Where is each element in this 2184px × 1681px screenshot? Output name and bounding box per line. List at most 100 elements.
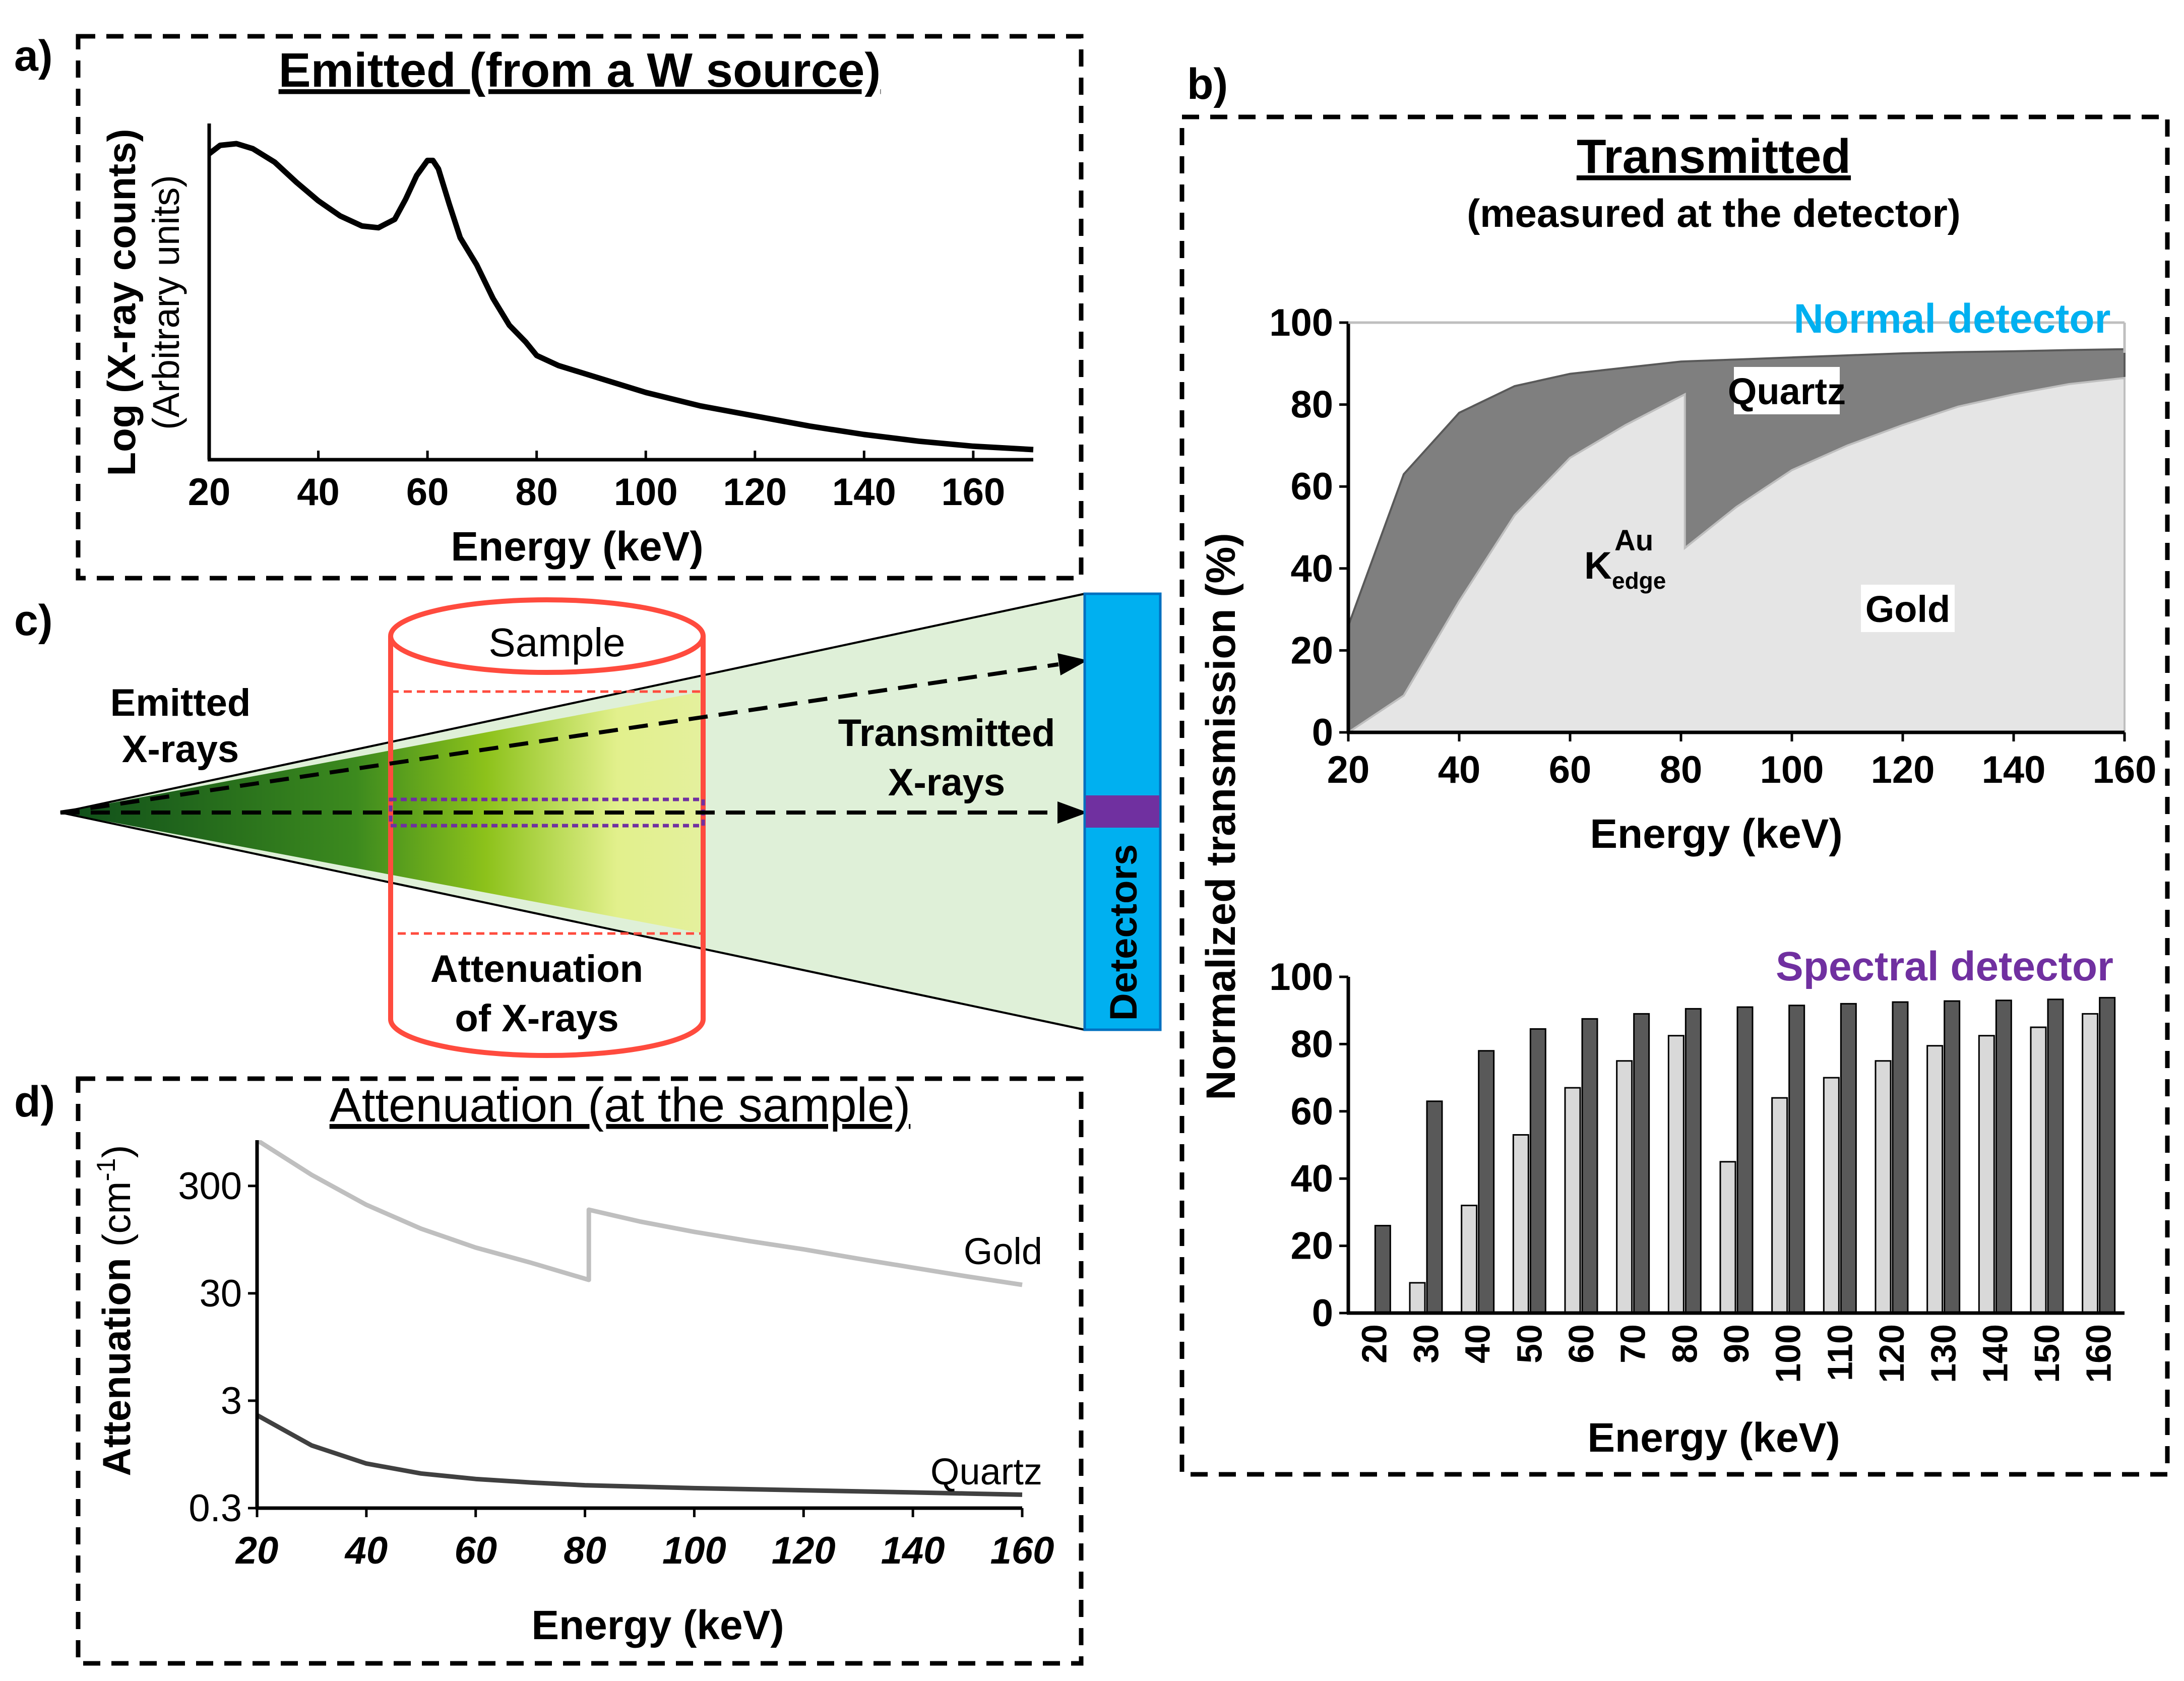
a-x-tick-label-100: 100	[614, 471, 678, 514]
bar-quartz-140	[1995, 1000, 2012, 1314]
bb-x-tick-label-150: 150	[2027, 1324, 2067, 1383]
panel-d-letter: d)	[14, 1078, 55, 1126]
quartz-label: Quartz	[1728, 370, 1846, 412]
bar-quartz-90	[1736, 1006, 1754, 1314]
bb-x-tick-label-140: 140	[1975, 1324, 2015, 1383]
bt-x-tick-label-80: 80	[1660, 749, 1703, 791]
panel-b-bottom-plot	[1374, 997, 2116, 1314]
bar-gold-30	[1409, 1282, 1426, 1314]
attenuation-of-xrays-line1: Attenuation	[430, 948, 643, 990]
d-y-tick-label-3: 3	[221, 1380, 242, 1422]
ray-to-normal-detector	[60, 662, 1059, 815]
sample-label: Sample	[488, 620, 625, 665]
panel-d-ylabel-text: Attenuation (cm-1)	[92, 1145, 139, 1476]
gold-label-top: Gold	[1865, 588, 1951, 630]
bb-y-tick-label-60: 60	[1290, 1090, 1333, 1133]
bar-quartz-60	[1581, 1018, 1598, 1314]
bar-quartz-80	[1684, 1008, 1702, 1314]
panel-a-ylabel-main: Log (X-ray counts)	[99, 129, 144, 476]
bt-x-tick-label-120: 120	[1871, 749, 1935, 791]
panel-d-ylabel-sup: -1	[92, 1158, 121, 1181]
panel-d-xlabel: Energy (keV)	[531, 1602, 784, 1648]
panel-d-ylabel-close: )	[94, 1145, 139, 1158]
d-x-tick-label-60: 60	[454, 1529, 497, 1572]
bar-gold-110	[1823, 1077, 1840, 1314]
beam-edge-bottom	[60, 812, 1085, 1031]
panel-a-letter: a)	[14, 32, 52, 80]
transmitted-xrays-line2: X-rays	[888, 761, 1005, 804]
cylinder-bottom	[388, 1019, 706, 1058]
panel-b-title: Transmitted	[1577, 130, 1851, 183]
bar-gold-80	[1667, 1035, 1684, 1314]
panel-d-gold-label: Gold	[964, 1230, 1042, 1272]
bt-y-tick-label-20: 20	[1290, 629, 1333, 672]
bt-x-tick-label-40: 40	[1438, 749, 1481, 791]
panel-d-ylabel-unit: (cm	[94, 1181, 139, 1247]
ray-arrowhead-lower	[1057, 801, 1088, 824]
bb-x-tick-label-30: 30	[1406, 1324, 1446, 1363]
panel-b-bottom-ticks: 20 30 40 50 60 70 80 90 100 110 120 130 140 150 160 0 20…	[1269, 956, 2118, 1383]
panel-b-bottom-xlabel: Energy (keV)	[1587, 1415, 1840, 1461]
a-x-tick-label-80: 80	[515, 471, 558, 514]
a-x-tick-label-140: 140	[832, 471, 896, 514]
panel-a-xlabel: Energy (keV)	[451, 524, 703, 570]
panel-b-ylabel: Normalized transmission (%)	[1198, 533, 1244, 1100]
panel-b: b) Transmitted (measured at the detector…	[1179, 60, 2170, 1477]
d-x-tick-label-160: 160	[990, 1529, 1054, 1572]
d-x-tick-label-20: 20	[235, 1529, 279, 1572]
d-x-tick-label-100: 100	[662, 1529, 726, 1572]
bt-x-tick-label-60: 60	[1549, 749, 1592, 791]
bb-x-tick-label-50: 50	[1510, 1324, 1549, 1363]
bb-y-tick-label-40: 40	[1290, 1157, 1333, 1200]
bb-y-tick-label-0: 0	[1312, 1292, 1333, 1335]
bb-x-tick-label-160: 160	[2079, 1324, 2118, 1383]
spectral-detector-label: Spectral detector	[1776, 944, 2113, 989]
bar-quartz-30	[1426, 1100, 1443, 1314]
d-x-tick-label-40: 40	[344, 1529, 388, 1572]
bar-quartz-100	[1788, 1005, 1805, 1314]
bt-y-tick-label-60: 60	[1290, 465, 1333, 508]
bar-gold-100	[1771, 1097, 1788, 1314]
panel-c-letter: c)	[14, 596, 52, 645]
panel-b-border	[1179, 114, 2170, 1477]
d-y-tick-label-0.3: 0.3	[189, 1487, 242, 1530]
panel-b-bottom-axes	[1346, 977, 2125, 1315]
bar-quartz-120	[1892, 1001, 1909, 1314]
panel-d-title: Attenuation (at the sample)	[330, 1078, 911, 1132]
panel-d-ticks: 20 40 60 80 100 120 140 160 0.3 3 30 300	[178, 1165, 1054, 1572]
bb-x-tick-label-20: 20	[1354, 1324, 1394, 1363]
quartz-label-bg	[1734, 367, 1840, 414]
bb-x-tick-label-60: 60	[1562, 1324, 1601, 1363]
a-x-tick-label-120: 120	[723, 471, 787, 514]
panel-a-plot	[207, 141, 1034, 453]
bb-x-tick-label-40: 40	[1458, 1324, 1497, 1363]
d-y-tick-label-300: 300	[178, 1165, 242, 1208]
bar-gold-150	[2030, 1026, 2047, 1314]
gold-label-bg	[1861, 585, 1955, 632]
detectors-label: Detectors	[1102, 844, 1145, 1021]
attenuation-quartz-line	[257, 1413, 1023, 1497]
panel-d: d) Attenuation (at the sample) 20 40 60 80 1…	[14, 1076, 1084, 1666]
bb-x-tick-label-80: 80	[1665, 1324, 1704, 1363]
bb-y-tick-label-80: 80	[1290, 1023, 1333, 1066]
panel-a-axes	[207, 123, 1033, 462]
bar-gold-60	[1564, 1087, 1581, 1314]
panel-b-top-plot	[1345, 348, 2126, 733]
kedge-superscript: Au	[1614, 524, 1653, 557]
panel-d-quartz-label: Quartz	[930, 1451, 1042, 1492]
panel-d-plot	[257, 1140, 1023, 1497]
transmitted-xrays-line1: Transmitted	[838, 712, 1055, 755]
bar-gold-70	[1616, 1060, 1633, 1314]
a-x-tick-label-60: 60	[406, 471, 449, 514]
bb-x-tick-label-100: 100	[1769, 1324, 1808, 1383]
area-gold	[1345, 377, 2126, 733]
d-y-tick-label-30: 30	[199, 1272, 242, 1315]
d-x-tick-label-120: 120	[772, 1529, 836, 1572]
bar-gold-160	[2082, 1013, 2099, 1314]
panel-a-border	[76, 34, 1084, 581]
a-x-tick-label-20: 20	[188, 471, 231, 514]
panel-a-x-ticks: 20 40 60 80 100 120 140 160	[188, 451, 1005, 514]
bar-quartz-110	[1840, 1003, 1857, 1314]
bb-x-tick-label-70: 70	[1613, 1324, 1653, 1363]
